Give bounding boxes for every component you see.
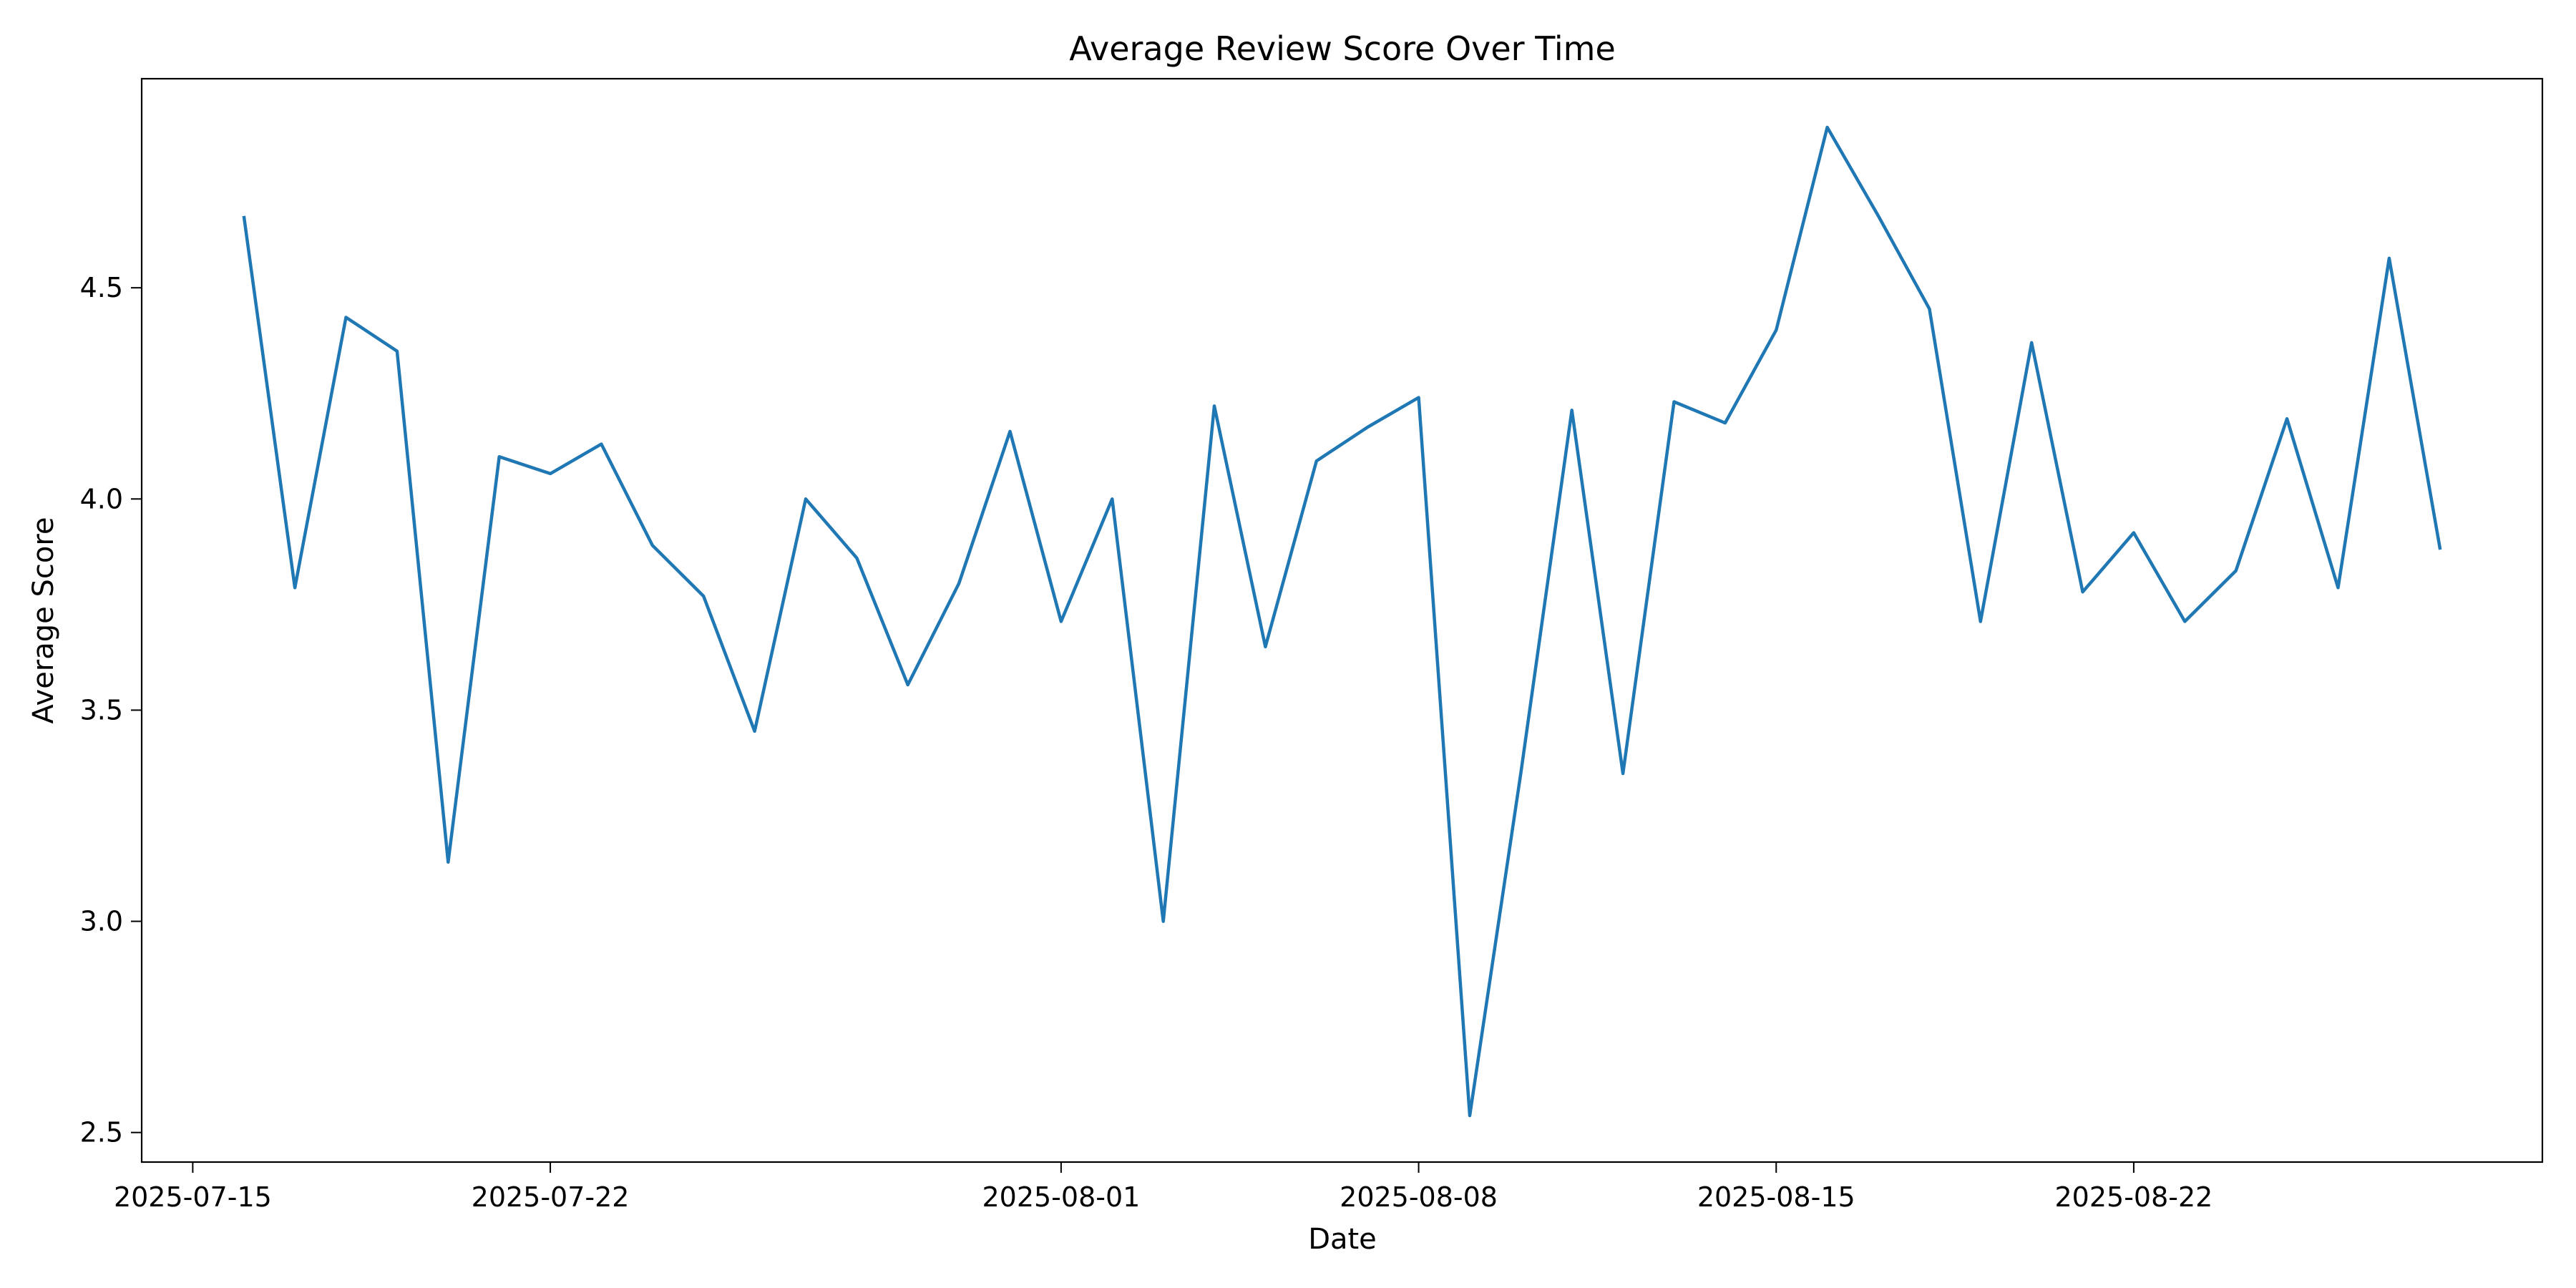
x-axis: 2025-07-15 2025-07-22 2025-08-01 2025-08-08… bbox=[114, 1162, 2212, 1213]
y-tick-label: 4.5 bbox=[80, 272, 123, 303]
x-axis-label: Date bbox=[1308, 1223, 1377, 1256]
plot-area bbox=[140, 77, 2544, 1163]
x-tick-label: 2025-07-22 bbox=[472, 1181, 630, 1213]
x-tick-label: 2025-08-08 bbox=[1340, 1181, 1498, 1213]
x-tick-label: 2025-08-22 bbox=[2055, 1181, 2213, 1213]
y-axis: 2.5 3.0 3.5 4.0 4.5 bbox=[80, 272, 142, 1148]
y-tick-label: 3.5 bbox=[80, 694, 123, 726]
y-axis-label: Average Score bbox=[27, 517, 60, 723]
series-layer bbox=[242, 125, 2442, 1118]
series-line bbox=[242, 125, 2442, 1118]
y-tick-label: 3.0 bbox=[80, 906, 123, 937]
x-tick-label: 2025-08-01 bbox=[982, 1181, 1140, 1213]
plot-frame bbox=[140, 77, 2544, 1163]
x-tick-label: 2025-08-15 bbox=[1697, 1181, 1855, 1213]
x-tick-label: 2025-07-15 bbox=[114, 1181, 272, 1213]
chart-title: Average Review Score Over Time bbox=[1069, 29, 1616, 68]
y-tick-label: 4.0 bbox=[80, 483, 123, 514]
y-tick-label: 2.5 bbox=[80, 1117, 123, 1148]
